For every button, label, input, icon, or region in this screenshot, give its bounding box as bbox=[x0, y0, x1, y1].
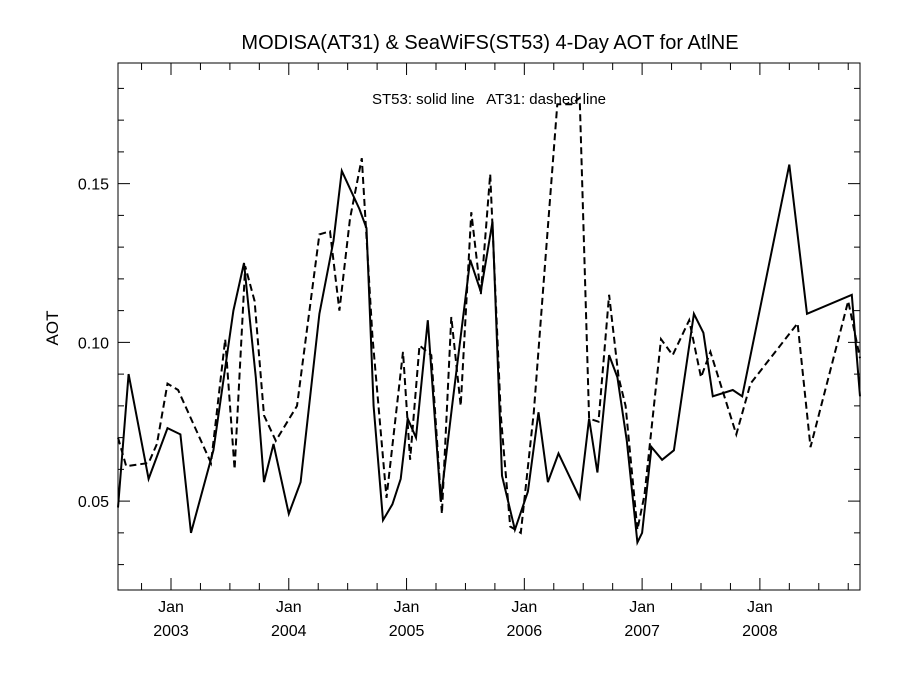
x-tick-year-label: 2006 bbox=[507, 623, 543, 640]
y-tick-label: 0.05 bbox=[78, 494, 109, 511]
x-tick-month-label: Jan bbox=[276, 599, 302, 616]
x-tick-year-label: 2008 bbox=[742, 623, 778, 640]
series-line-st53 bbox=[117, 164, 861, 546]
series-layer bbox=[117, 95, 861, 546]
chart-title: MODISA(AT31) & SeaWiFS(ST53) 4-Day AOT f… bbox=[241, 32, 738, 54]
x-tick-year-label: 2007 bbox=[624, 623, 660, 640]
y-axis-label: AOT bbox=[43, 311, 62, 346]
plot-frame bbox=[117, 62, 861, 591]
y-tick-label: 0.15 bbox=[78, 177, 109, 194]
series-annotation: ST53: solid line AT31: dashed line bbox=[372, 91, 606, 108]
y-axis: 0.05 0.10 0.15 bbox=[78, 87, 860, 566]
x-tick-month-label: Jan bbox=[511, 599, 537, 616]
y-tick-label: 0.10 bbox=[78, 335, 109, 352]
x-axis: Jan 2003 Jan 2004 Jan 2005 Jan 2006 Jan 2007 Jan 20… bbox=[141, 63, 849, 640]
x-tick-month-label: Jan bbox=[158, 599, 184, 616]
series-line-at31 bbox=[117, 95, 861, 535]
x-tick-year-label: 2004 bbox=[271, 623, 307, 640]
x-tick-year-label: 2005 bbox=[389, 623, 425, 640]
x-tick-month-label: Jan bbox=[629, 599, 655, 616]
x-tick-month-label: Jan bbox=[394, 599, 420, 616]
x-tick-year-label: 2003 bbox=[153, 623, 189, 640]
x-tick-month-label: Jan bbox=[747, 599, 773, 616]
